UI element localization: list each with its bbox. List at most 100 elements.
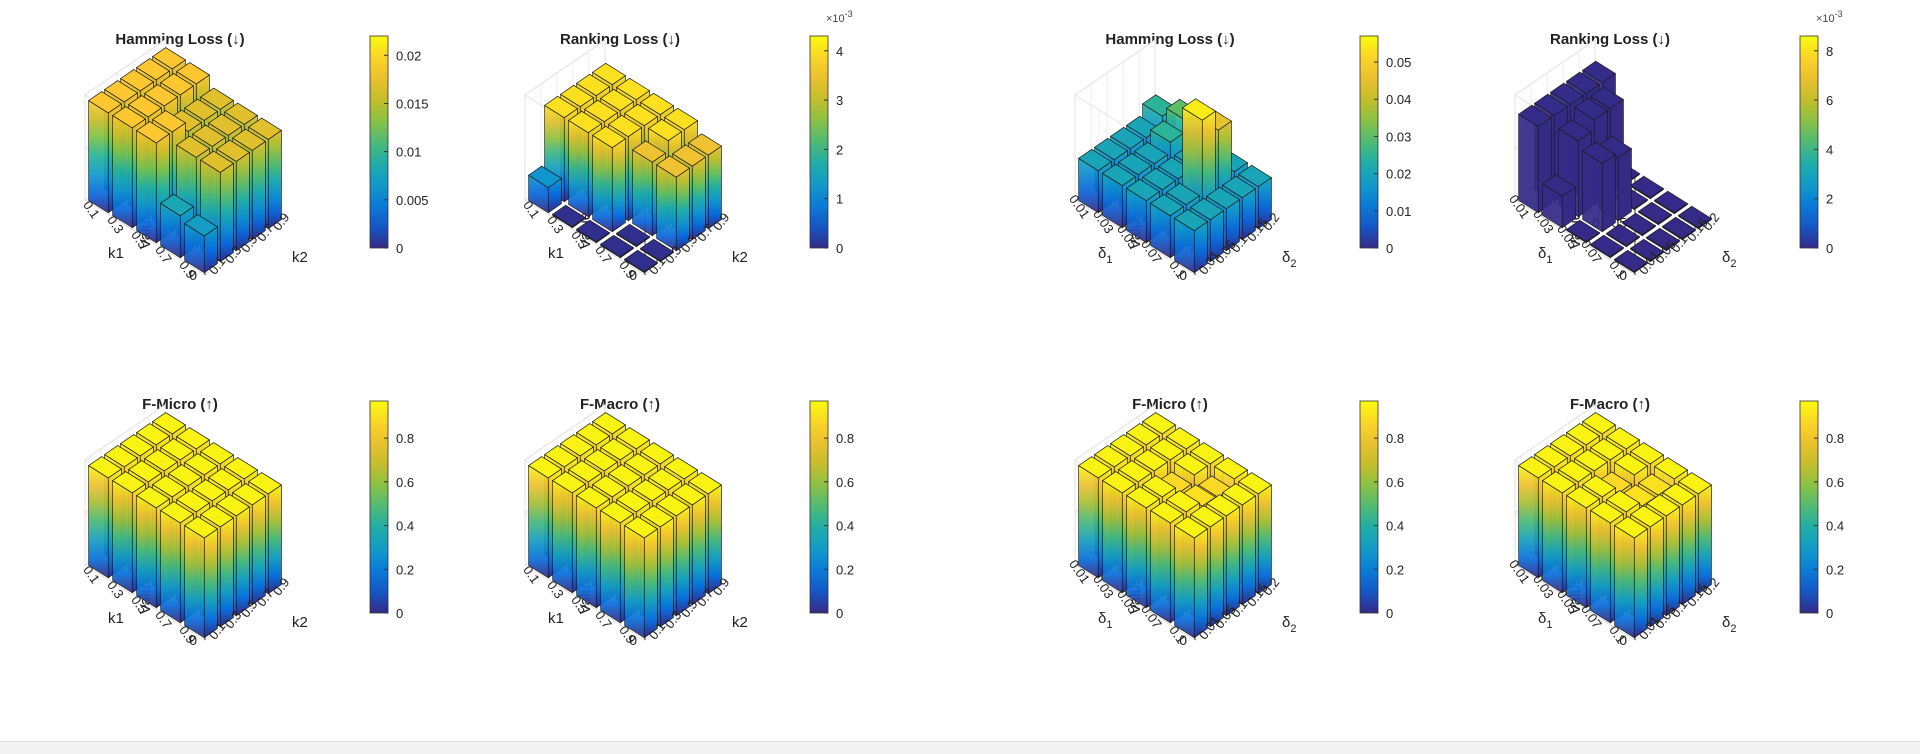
chart-svg: Ranking Loss (↓)00.0050.01×10-3Value0.01… xyxy=(1506,9,1843,283)
bar-top-face xyxy=(1637,473,1673,496)
bar-top-face xyxy=(1621,212,1657,236)
colorbar-tick-label: 0.6 xyxy=(836,475,854,490)
bar-top-face xyxy=(191,479,227,502)
chart-svg: Ranking Loss (↓)05×10-3Value0.10.30.50.7… xyxy=(520,9,853,283)
colorbar-tick-label: 0 xyxy=(1386,241,1393,256)
colorbar-tick-label: 0.01 xyxy=(396,145,421,160)
bar-side-face xyxy=(88,99,109,214)
bar-r4-c1 xyxy=(599,234,635,259)
bar-top-face xyxy=(1557,460,1593,483)
bar-top-face xyxy=(111,106,147,129)
bar-top-face xyxy=(639,92,675,116)
bar-top-face xyxy=(175,490,211,513)
y-axis-title: δ2 xyxy=(1722,249,1736,270)
y-axis-title: δ2 xyxy=(1282,614,1296,635)
bar-top-face xyxy=(103,445,139,468)
x-axis-title: k1 xyxy=(548,245,564,262)
bar-top-face xyxy=(575,423,611,446)
bar-top-face xyxy=(199,505,235,528)
bar-top-face xyxy=(183,453,219,476)
colorbar-tick-label: 0.04 xyxy=(1386,92,1411,107)
bar-top-face xyxy=(663,107,699,131)
bar-top-face xyxy=(215,139,251,162)
bar-r5-c1 xyxy=(1173,208,1209,274)
bar-top-face xyxy=(575,486,611,509)
bar-side-face xyxy=(88,464,109,579)
bars xyxy=(87,47,283,274)
bar-top-face xyxy=(119,69,155,92)
z-tick-label: 0 xyxy=(189,632,197,648)
colorbar-tick-label: 0.8 xyxy=(836,431,854,446)
colorbar-tick-label: 0 xyxy=(1826,606,1833,621)
bar-top-face xyxy=(127,95,163,118)
colorbar-strip xyxy=(369,400,389,614)
bar-top-face xyxy=(1589,234,1625,258)
bar-top-face xyxy=(639,505,675,528)
bar-r5-c1 xyxy=(623,249,659,274)
y-axis-title: k2 xyxy=(732,614,748,631)
bar-top-face xyxy=(1605,490,1641,513)
bar-top-face xyxy=(1613,516,1649,539)
bar-top-face xyxy=(1189,505,1225,528)
bar-top-face xyxy=(1677,472,1713,495)
bar-top-face xyxy=(1125,423,1161,446)
bar-top-face xyxy=(1517,104,1553,128)
x-axis-title: δ1 xyxy=(1098,245,1112,266)
bar-r5-c1 xyxy=(1613,249,1649,274)
chart-f-macro-k: F-Macro (↑)00.51Value0.10.30.50.70.90.10… xyxy=(440,365,920,740)
bar-top-face xyxy=(151,110,187,133)
y-axis-title: k2 xyxy=(732,249,748,266)
colorbar-tick-label: 2 xyxy=(1826,192,1833,207)
bar-top-face xyxy=(1565,486,1601,509)
colorbar-tick-label: 0.005 xyxy=(396,193,429,208)
colorbar-tick-label: 0 xyxy=(1826,241,1833,256)
bar-side-face xyxy=(136,494,157,609)
bar-top-face xyxy=(191,124,227,147)
colorbar-strip xyxy=(1799,400,1819,614)
colorbar-tick-label: 0.02 xyxy=(396,48,421,63)
bar-top-face xyxy=(1565,423,1601,446)
bar-top-face xyxy=(1101,471,1137,494)
bar-top-face xyxy=(591,475,627,498)
chart-title: F-Micro (↑) xyxy=(142,396,218,413)
bar-side-face xyxy=(600,509,621,624)
bar-r5-c1 xyxy=(183,214,219,274)
bar-top-face xyxy=(159,501,195,524)
bar-side-face xyxy=(1614,524,1635,639)
bar-r5-c5 xyxy=(1677,205,1713,230)
bar-top-face xyxy=(1221,483,1257,506)
bar-top-face xyxy=(1541,174,1577,197)
bar-top-face xyxy=(159,193,195,217)
bars xyxy=(527,412,723,639)
bar-side-face xyxy=(552,479,573,594)
chart-svg: F-Macro (↑)00.51Value0.010.030.050.070.1… xyxy=(1506,396,1844,648)
colorbar-tick-label: 0.4 xyxy=(1826,519,1844,534)
chart-svg: F-Macro (↑)00.51Value0.10.30.50.70.90.10… xyxy=(520,396,854,648)
bar-r5-c1 xyxy=(623,516,659,639)
bar-top-face xyxy=(663,457,699,480)
bar-top-face xyxy=(647,118,683,142)
bar-r3-c1 xyxy=(135,121,171,244)
colorbar-strip xyxy=(369,35,389,249)
bar-top-face xyxy=(1117,152,1153,176)
colorbar: 0 0.2 0.4 0.6 0.8 xyxy=(1799,400,1844,621)
bar-top-face xyxy=(1581,412,1617,435)
colorbar-tick-label: 0.2 xyxy=(1826,562,1844,577)
bar-front-face xyxy=(611,137,626,233)
chart-f-micro-k: F-Micro (↑)00.51Value0.10.30.50.70.90.10… xyxy=(0,365,480,740)
bar-top-face xyxy=(1589,86,1625,110)
x-axis-title: k1 xyxy=(108,610,124,627)
bar-top-face xyxy=(1645,494,1681,517)
chart-f-micro-delta: F-Micro (↑)00.51Value0.010.030.050.070.1… xyxy=(990,365,1470,740)
bar-top-face xyxy=(1149,501,1185,524)
window-bottom-edge xyxy=(0,741,1920,754)
bar-top-face xyxy=(1573,449,1609,472)
bar-top-face xyxy=(543,95,579,119)
bar-top-face xyxy=(1541,471,1577,494)
bar-top-face xyxy=(143,449,179,472)
bar-side-face xyxy=(592,134,613,233)
colorbar-tick-label: 0 xyxy=(836,241,843,256)
bar-top-face xyxy=(647,468,683,491)
colorbar-strip xyxy=(1359,35,1379,249)
chart-title: Ranking Loss (↓) xyxy=(1550,31,1670,48)
